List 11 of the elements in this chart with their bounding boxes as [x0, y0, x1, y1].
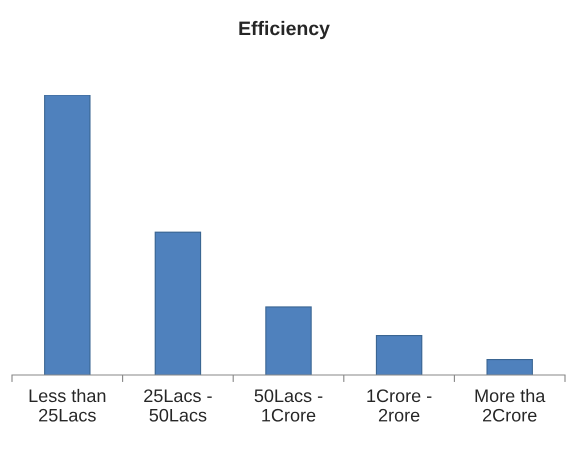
bar	[486, 359, 533, 375]
x-tick-label: 50Lacs - 1Crore	[254, 389, 322, 422]
x-tick-label: 25Lacs - 50Lacs	[144, 389, 212, 422]
bar	[265, 306, 312, 375]
x-tick-label: 1Crore - 2rore	[367, 389, 432, 422]
bar	[154, 232, 202, 375]
bar	[44, 95, 91, 375]
x-tick-label: Less than 25Lacs	[30, 388, 106, 422]
chart-title: Efficiency	[239, 20, 330, 40]
x-tick-label: More tha 2Crore	[476, 388, 546, 422]
bar	[376, 334, 422, 375]
